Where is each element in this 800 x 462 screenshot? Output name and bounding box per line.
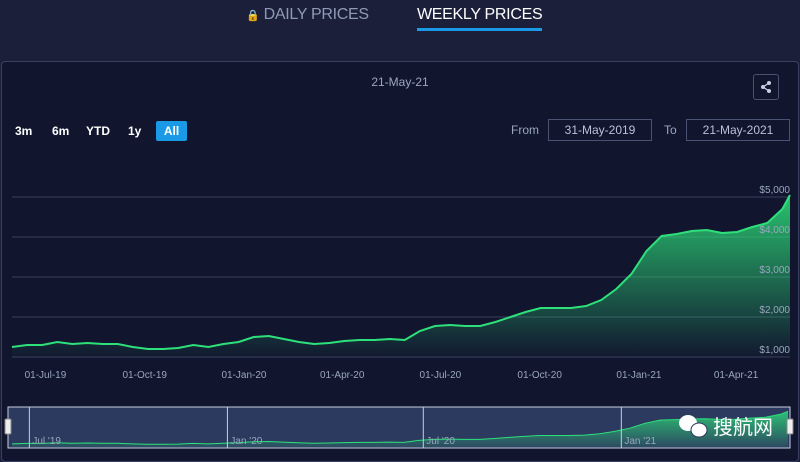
navigator-tick-label: Jan '20 xyxy=(230,436,262,447)
range-3m-button[interactable]: 3m xyxy=(15,124,33,138)
navigator-right-handle[interactable] xyxy=(786,418,794,435)
price-tabs: 🔒 DAILY PRICES WEEKLY PRICES xyxy=(0,0,800,40)
wechat-icon xyxy=(679,415,708,438)
range-6m-button[interactable]: 6m xyxy=(52,124,70,138)
x-tick-label: 01-Jan-20 xyxy=(221,370,266,381)
tab-weekly-prices[interactable]: WEEKLY PRICES xyxy=(417,6,543,31)
x-tick-label: 01-Jul-19 xyxy=(25,370,67,381)
x-tick-label: 01-Jul-20 xyxy=(420,370,462,381)
range-ytd-button[interactable]: YTD xyxy=(86,124,110,138)
watermark-logo: 搜航网 xyxy=(713,416,773,439)
share-button[interactable] xyxy=(753,74,779,100)
to-date-input[interactable]: 21-May-2021 xyxy=(686,119,790,141)
y-tick-label: $5,000 xyxy=(759,185,790,196)
navigator-line xyxy=(11,410,789,445)
navigator-tick-label: Jul '19 xyxy=(32,436,61,447)
chart-title: 21-May-21 xyxy=(371,75,429,89)
x-tick-label: 01-Apr-21 xyxy=(714,370,759,381)
y-tick-label: $4,000 xyxy=(759,225,790,236)
y-tick-label: $1,000 xyxy=(759,345,790,356)
x-tick-label: 01-Apr-20 xyxy=(320,370,365,381)
x-tick-label: 01-Jan-21 xyxy=(616,370,661,381)
range-1y-button[interactable]: 1y xyxy=(128,124,142,138)
wechat-bubble xyxy=(690,422,708,438)
tab-daily-prices[interactable]: 🔒 DAILY PRICES xyxy=(246,6,369,24)
lock-icon: 🔒 xyxy=(246,10,260,22)
navigator-tick-label: Jan '21 xyxy=(624,436,656,447)
to-label: To xyxy=(664,123,677,137)
from-date-input[interactable]: 31-May-2019 xyxy=(548,119,652,141)
x-tick-label: 01-Oct-20 xyxy=(517,370,562,381)
share-icon xyxy=(761,81,771,93)
price-area xyxy=(12,195,790,357)
range-all-button[interactable]: All xyxy=(156,121,187,141)
from-label: From xyxy=(511,123,539,137)
y-tick-label: $3,000 xyxy=(759,265,790,276)
navigator-area xyxy=(12,411,788,447)
navigator-left-handle[interactable] xyxy=(4,418,12,435)
navigator-tick-label: Jul '20 xyxy=(426,436,455,447)
tab-daily-label: DAILY PRICES xyxy=(263,6,369,23)
y-tick-label: $2,000 xyxy=(759,305,790,316)
x-tick-label: 01-Oct-19 xyxy=(122,370,167,381)
